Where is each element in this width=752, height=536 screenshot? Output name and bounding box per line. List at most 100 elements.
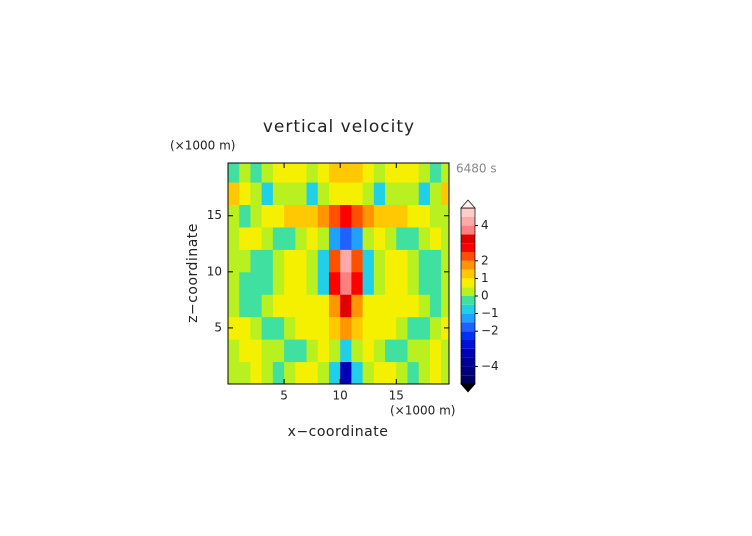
field-cell (250, 339, 263, 363)
field-cell (228, 249, 240, 273)
field-cell (429, 226, 442, 250)
field-cell (228, 361, 240, 384)
colorbar-tick-label: 1 (481, 271, 489, 285)
field-cell (306, 249, 319, 273)
field-cell (373, 226, 386, 250)
field-cell (373, 339, 386, 363)
field-cell (407, 339, 420, 363)
colorbar-tick-label: 0 (481, 289, 489, 303)
field-cell (250, 163, 263, 183)
x-unit: (×1000 m) (390, 404, 455, 418)
field-cell (407, 361, 420, 384)
colorbar-band (461, 252, 475, 261)
y-tick-label: 10 (207, 264, 222, 278)
y-tick-label: 5 (214, 320, 222, 334)
colorbar-band (461, 278, 475, 288)
field-cell (351, 339, 364, 363)
field-cell (250, 226, 263, 250)
field-cell (362, 226, 375, 250)
field-cell (373, 294, 386, 318)
field-cell (295, 294, 308, 318)
field-cell (340, 226, 352, 250)
field-cell (441, 294, 449, 318)
y-tick-label: 15 (207, 208, 222, 222)
field-cell (284, 204, 296, 228)
field-cell (328, 163, 341, 183)
field-cell (261, 226, 274, 250)
field-cell (261, 339, 274, 363)
field-cell (261, 204, 274, 228)
field-cell (429, 316, 442, 340)
colorbar-band (461, 234, 475, 244)
colorbar-band (461, 322, 475, 332)
field-cell (295, 361, 308, 384)
field-cell (272, 182, 285, 206)
field-cell (407, 316, 420, 340)
field-cell (295, 316, 308, 340)
field-cell (396, 182, 408, 206)
y-unit: (×1000 m) (170, 139, 235, 153)
field-cell (373, 316, 386, 340)
field-cell (284, 163, 296, 183)
field-cell (284, 361, 296, 384)
field-cell (385, 294, 397, 318)
field-cell (362, 294, 375, 318)
colorbar-band (461, 340, 475, 349)
field-cell (272, 226, 285, 250)
colorbar-band (461, 296, 475, 305)
field-cell (351, 163, 364, 183)
field-cell (429, 271, 442, 295)
colorbar-band (461, 304, 475, 314)
field-cell (351, 226, 364, 250)
field-cell (429, 339, 442, 363)
colorbar-band (461, 225, 475, 235)
field-cell (418, 204, 431, 228)
field-cell (396, 294, 408, 318)
field-cell (306, 339, 319, 363)
field-cell (239, 361, 251, 384)
field-cell (272, 249, 285, 273)
colorbar-band (461, 357, 475, 367)
field-cell (362, 316, 375, 340)
field-cell (239, 226, 251, 250)
field (228, 163, 449, 384)
field-cell (239, 182, 251, 206)
field-cell (429, 204, 442, 228)
field-cell (351, 316, 364, 340)
field-cell (418, 339, 431, 363)
chart-title: vertical velocity (263, 117, 415, 137)
field-cell (362, 271, 375, 295)
field-cell (284, 294, 296, 318)
colorbar-band (461, 366, 475, 376)
colorbar-band (461, 208, 475, 217)
field-cell (261, 182, 274, 206)
field-cell (295, 182, 308, 206)
field-cell (396, 204, 408, 228)
field-cell (385, 163, 397, 183)
x-axis-label: x−coordinate (288, 424, 389, 440)
field-cell (228, 226, 240, 250)
field-cell (284, 226, 296, 250)
field-cell (328, 249, 341, 273)
field-cell (351, 249, 364, 273)
field-cell (340, 339, 352, 363)
field-cell (295, 249, 308, 273)
field-cell (228, 204, 240, 228)
field-cell (385, 271, 397, 295)
field-cell (261, 271, 274, 295)
field-cell (261, 163, 274, 183)
field-cell (328, 226, 341, 250)
field-cell (340, 294, 352, 318)
field-cell (228, 182, 240, 206)
field-cell (272, 316, 285, 340)
field-cell (261, 361, 274, 384)
field-cell (250, 182, 263, 206)
field-cell (373, 204, 386, 228)
colorbar-tick-label: 4 (481, 218, 489, 232)
field-cell (328, 271, 341, 295)
field-cell (351, 361, 364, 384)
field-cell (362, 182, 375, 206)
field-cell (250, 316, 263, 340)
field-cell (362, 204, 375, 228)
